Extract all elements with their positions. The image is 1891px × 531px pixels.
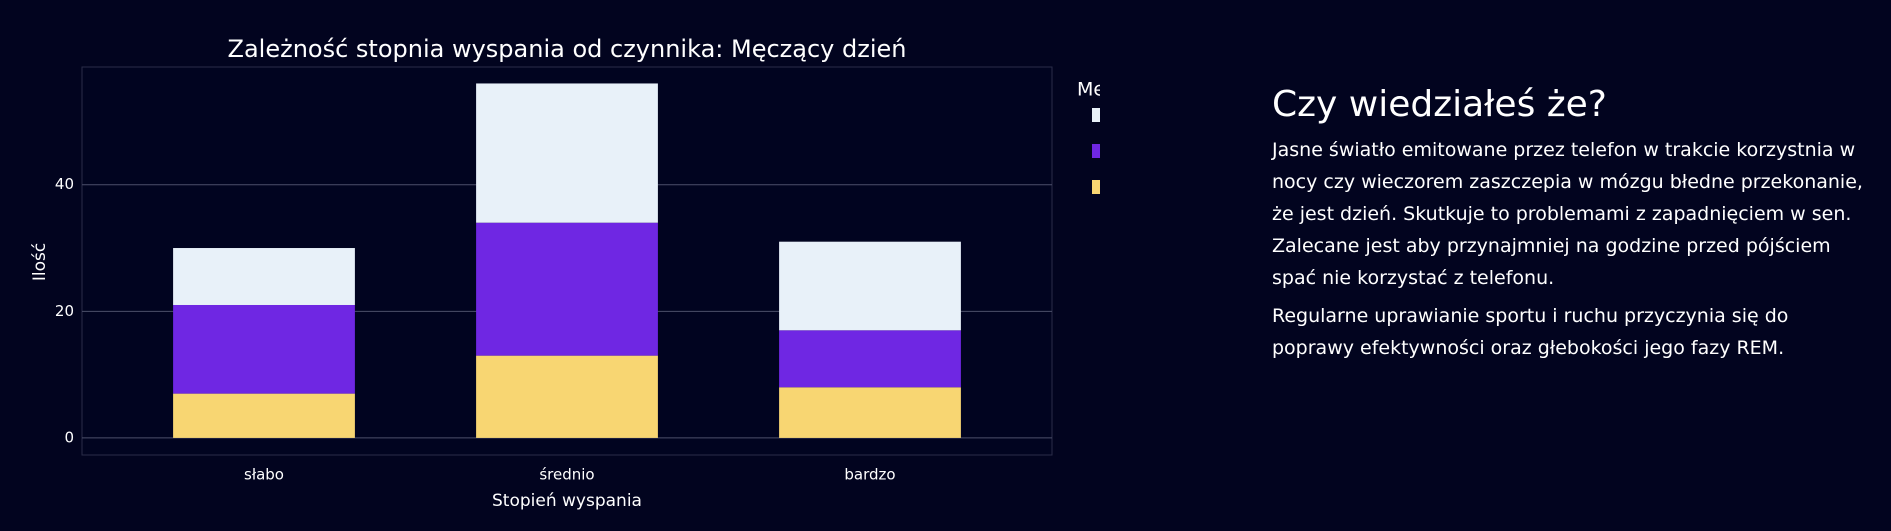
- paragraph: Regularne uprawianie sportu i ruchu przy…: [1272, 305, 1789, 359]
- bar-segment: [173, 304, 355, 394]
- x-axis-label: Stopień wyspania: [492, 491, 642, 511]
- chart: Zależność stopnia wyspania od czynnika: …: [30, 35, 1100, 511]
- chart-title: Zależność stopnia wyspania od czynnika: …: [228, 35, 907, 63]
- y-axis-label: Ilość: [30, 243, 50, 281]
- legend-swatch: [1092, 144, 1100, 158]
- bar-segment: [173, 248, 355, 305]
- bar-segment: [779, 241, 961, 331]
- bar-segment: [476, 355, 658, 438]
- x-tick-label: słabo: [244, 466, 284, 484]
- bar-segment: [476, 222, 658, 356]
- legend-title: Męczący dzień: [1077, 79, 1100, 101]
- bar-segment: [779, 387, 961, 438]
- y-tick-label: 20: [55, 302, 74, 320]
- bar-segment: [779, 330, 961, 388]
- legend-swatch: [1092, 180, 1100, 194]
- legend-swatch: [1092, 108, 1100, 122]
- bar-segment: [173, 393, 355, 438]
- sidebar: Czy wiedziałeś że? Jasne światło emitowa…: [1272, 82, 1872, 370]
- bar-segment: [476, 83, 658, 223]
- x-tick-label: średnio: [539, 466, 594, 484]
- sidebar-heading: Czy wiedziałeś że?: [1272, 84, 1607, 125]
- y-tick-label: 0: [64, 428, 74, 446]
- paragraph: Jasne światło emitowane przez telefon w …: [1272, 139, 1863, 289]
- x-tick-label: bardzo: [844, 466, 895, 484]
- y-tick-label: 40: [55, 175, 74, 193]
